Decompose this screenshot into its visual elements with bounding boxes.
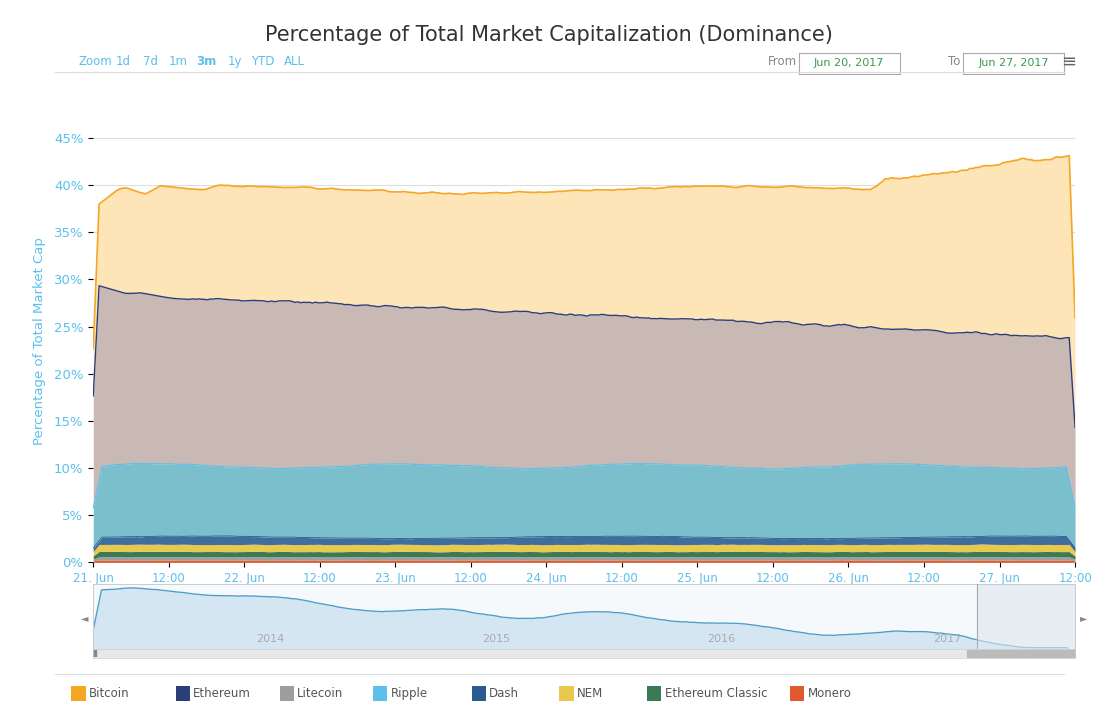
Text: Percentage of Total Market Capitalization (Dominance): Percentage of Total Market Capitalizatio… bbox=[264, 25, 833, 45]
Text: YTD: YTD bbox=[251, 55, 275, 68]
Text: 1m: 1m bbox=[168, 55, 188, 68]
Text: ≡: ≡ bbox=[1061, 53, 1076, 70]
Text: Ripple: Ripple bbox=[391, 687, 428, 700]
Text: Monero: Monero bbox=[807, 687, 851, 700]
Text: 2016: 2016 bbox=[708, 634, 736, 645]
Text: ►: ► bbox=[1079, 614, 1087, 623]
Text: ◄: ◄ bbox=[81, 614, 89, 623]
Text: 1y: 1y bbox=[227, 55, 242, 68]
Text: From: From bbox=[768, 55, 798, 68]
Text: 2017: 2017 bbox=[934, 634, 962, 645]
Text: Litecoin: Litecoin bbox=[297, 687, 343, 700]
Text: Zoom: Zoom bbox=[79, 55, 113, 68]
Text: 7d: 7d bbox=[143, 55, 158, 68]
Text: To: To bbox=[948, 55, 960, 68]
Text: Ethereum: Ethereum bbox=[193, 687, 251, 700]
Text: 2014: 2014 bbox=[256, 634, 284, 645]
Y-axis label: Percentage of Total Market Cap: Percentage of Total Market Cap bbox=[33, 236, 46, 445]
Text: Bitcoin: Bitcoin bbox=[89, 687, 129, 700]
Text: NEM: NEM bbox=[577, 687, 603, 700]
Text: 3m: 3m bbox=[196, 55, 216, 68]
Text: Dash: Dash bbox=[489, 687, 519, 700]
Bar bbox=[976, 584, 1075, 653]
Text: Jun 20, 2017: Jun 20, 2017 bbox=[814, 58, 884, 68]
Text: Jun 27, 2017: Jun 27, 2017 bbox=[979, 58, 1049, 68]
Text: 1d: 1d bbox=[115, 55, 131, 68]
Text: Ethereum Classic: Ethereum Classic bbox=[665, 687, 767, 700]
Text: 2015: 2015 bbox=[482, 634, 510, 645]
Text: ALL: ALL bbox=[283, 55, 305, 68]
